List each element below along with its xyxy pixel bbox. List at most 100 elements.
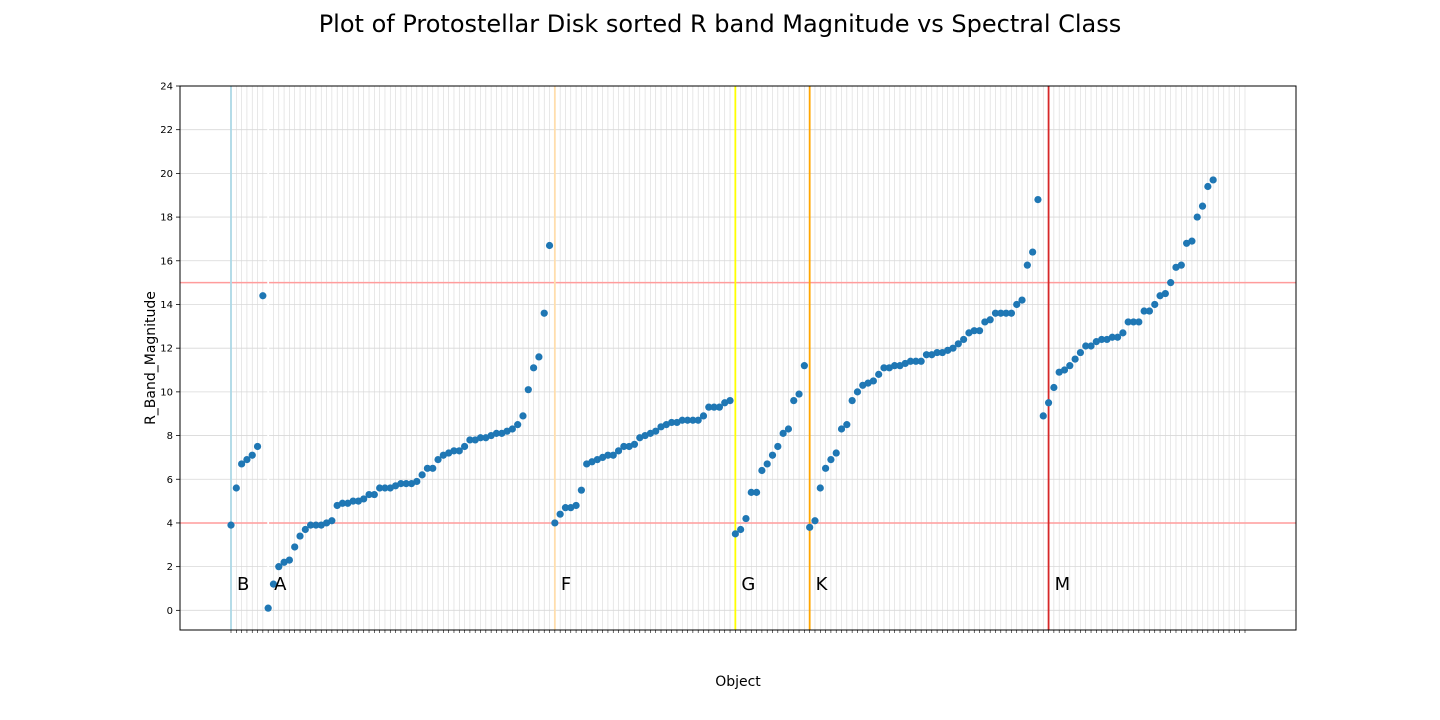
- data-point: [1018, 296, 1026, 304]
- data-point: [1209, 176, 1217, 184]
- data-point: [370, 490, 378, 499]
- data-point: [853, 388, 862, 396]
- data-point: [710, 403, 718, 411]
- data-point: [285, 556, 293, 564]
- data-point: [1161, 289, 1169, 298]
- data-point: [678, 416, 686, 424]
- data-point: [1013, 300, 1021, 309]
- data-point: [1087, 342, 1095, 350]
- data-point: [545, 241, 554, 250]
- data-point: [418, 471, 426, 479]
- data-point: [747, 488, 755, 496]
- data-point: [1007, 309, 1016, 317]
- data-point: [1023, 261, 1031, 269]
- data-point: [891, 362, 899, 370]
- data-point: [1039, 412, 1047, 420]
- x-axis-label: Object: [715, 674, 761, 690]
- data-point: [811, 517, 819, 525]
- data-point: [609, 451, 617, 459]
- data-point: [922, 351, 931, 359]
- data-point: [508, 425, 516, 433]
- data-point: [307, 521, 315, 529]
- data-points: [227, 176, 1217, 612]
- data-point: [912, 357, 920, 365]
- data-point: [296, 532, 304, 540]
- y-tick-label: 18: [160, 213, 173, 224]
- y-tick-label: 22: [160, 125, 173, 136]
- y-tick-label: 6: [167, 475, 173, 486]
- plot-frame: [179, 85, 1297, 631]
- data-point: [232, 484, 240, 492]
- y-tick-label: 24: [160, 82, 173, 93]
- y-tick-label: 20: [160, 169, 173, 180]
- data-point: [253, 442, 262, 451]
- data-point: [460, 442, 469, 451]
- data-point: [906, 357, 915, 365]
- data-point: [397, 480, 405, 488]
- x-axis-ticks: [230, 630, 1246, 633]
- data-point: [731, 530, 739, 538]
- grid-layer: [180, 85, 1296, 630]
- data-point: [556, 510, 564, 518]
- data-point: [492, 429, 501, 437]
- data-point: [561, 504, 570, 512]
- data-point: [832, 449, 840, 457]
- data-point: [530, 364, 538, 372]
- data-point: [1113, 333, 1122, 341]
- data-point: [949, 344, 957, 352]
- class-label-k: K: [816, 574, 829, 595]
- data-point: [1129, 318, 1138, 326]
- data-point: [800, 362, 808, 370]
- data-point: [450, 447, 458, 455]
- data-point: [514, 421, 522, 429]
- data-point: [349, 497, 357, 505]
- data-point: [328, 517, 336, 525]
- data-point: [360, 495, 368, 503]
- data-point: [997, 309, 1005, 317]
- data-point: [742, 514, 750, 523]
- data-point: [715, 403, 724, 411]
- data-point: [790, 397, 798, 405]
- data-point: [243, 455, 251, 464]
- class-label-a: A: [274, 574, 287, 595]
- data-point: [291, 543, 299, 551]
- y-tick-label: 14: [160, 300, 173, 311]
- data-point: [652, 427, 660, 435]
- data-point: [1034, 196, 1042, 204]
- data-point: [699, 412, 708, 420]
- data-point: [413, 477, 421, 486]
- data-point: [248, 451, 256, 459]
- data-point: [821, 464, 830, 472]
- data-point: [768, 451, 777, 459]
- data-point: [758, 466, 766, 475]
- data-point: [752, 488, 761, 496]
- data-point: [1076, 348, 1085, 357]
- data-point: [466, 436, 474, 444]
- data-point: [630, 440, 639, 448]
- y-tick-label: 8: [167, 431, 173, 442]
- data-point: [795, 390, 803, 398]
- data-point: [1029, 248, 1037, 256]
- data-point: [726, 397, 734, 405]
- data-point: [763, 460, 771, 468]
- data-point: [705, 403, 713, 411]
- data-point: [604, 451, 612, 459]
- data-point: [519, 412, 527, 420]
- data-point: [275, 563, 283, 571]
- data-point: [869, 377, 877, 385]
- class-label-g: G: [741, 574, 755, 595]
- data-point: [620, 442, 628, 451]
- class-label-m: M: [1055, 574, 1071, 595]
- data-point: [875, 370, 883, 378]
- data-point: [1193, 213, 1201, 221]
- data-point: [1044, 399, 1053, 407]
- data-point: [429, 464, 437, 472]
- data-point: [312, 521, 320, 529]
- data-point: [784, 425, 793, 433]
- data-point: [1140, 307, 1148, 315]
- data-point: [524, 386, 532, 394]
- data-point: [1135, 318, 1143, 326]
